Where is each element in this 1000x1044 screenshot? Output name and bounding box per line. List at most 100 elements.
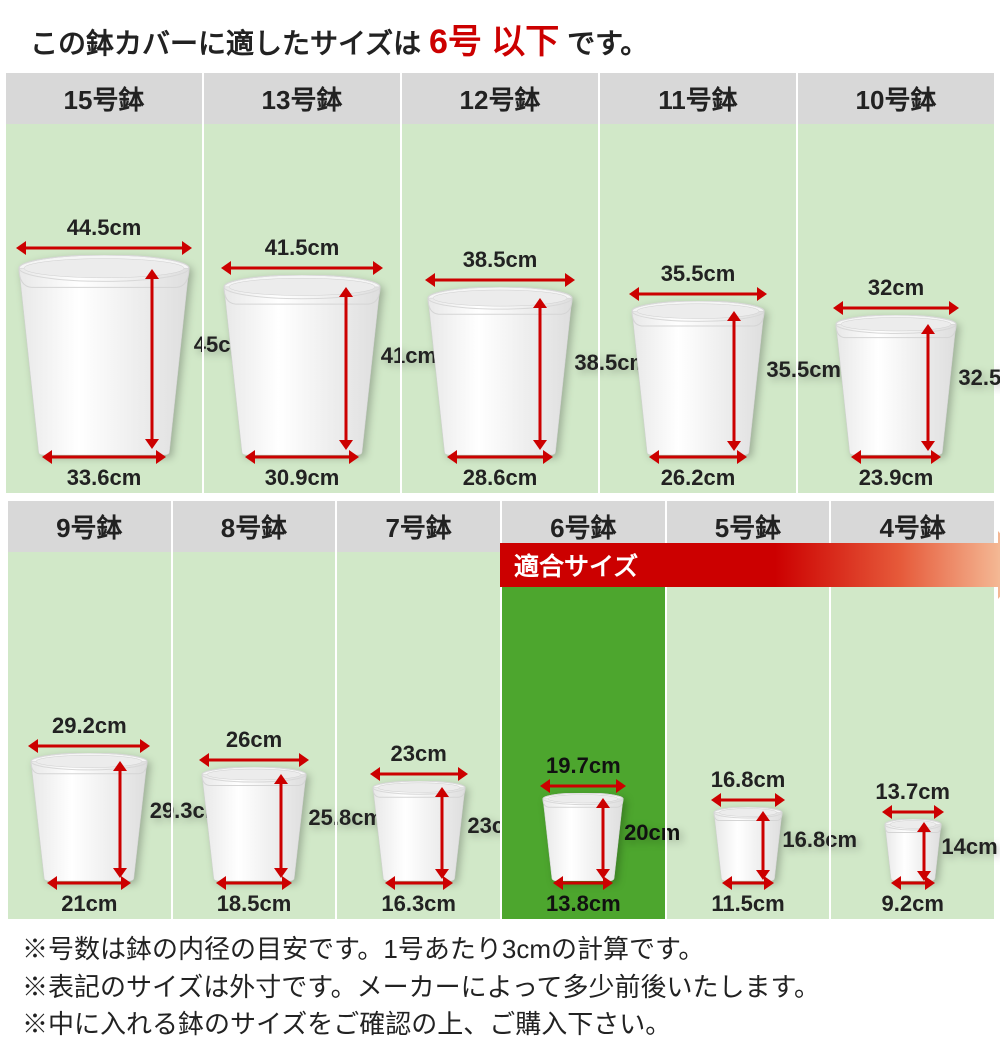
pot-cell: 7号鉢 23cm 23cm 16.3cm (335, 501, 500, 919)
pot-size-label: 9号鉢 (8, 501, 171, 552)
width-arrow-icon (218, 876, 290, 890)
width-arrow-icon (835, 301, 957, 315)
pot-cell-body: 44.5cm 45cm 33.6cm (6, 124, 202, 493)
width-arrow-icon (372, 767, 466, 781)
height-arrow-icon (274, 776, 288, 876)
pot-icon: 35.5cm (631, 301, 765, 455)
pot-size-label: 8号鉢 (173, 501, 336, 552)
top-diameter: 35.5cm (661, 263, 736, 285)
width-arrow-icon (631, 287, 765, 301)
top-diameter: 29.2cm (52, 715, 127, 737)
footer-line: ※表記のサイズは外寸です。メーカーによって多少前後いたします。 (22, 969, 978, 1007)
top-diameter: 41.5cm (265, 237, 340, 259)
pot-cell: 10号鉢32cm 32.5cm23.9cm (796, 73, 994, 493)
pot-size-label: 13号鉢 (204, 73, 400, 124)
height-arrow-icon (113, 763, 127, 876)
pot-icon: 25.8cm (201, 767, 307, 881)
top-diameter: 26cm (226, 729, 282, 751)
height-arrow-icon (435, 789, 449, 877)
chart-row-2: 適合サイズ 9号鉢29.2cm 29.3cm21cm8号鉢26cm 25. (6, 501, 994, 919)
width-arrow-icon (542, 779, 624, 793)
width-arrow-icon (893, 876, 933, 890)
pot-cell: 13号鉢 41.5cm 41cm 30.9cm (202, 73, 400, 493)
pot-cell-body: 38.5cm 38.5cm 28.6cm (402, 124, 598, 493)
height-arrow-icon (533, 300, 547, 448)
bottom-diameter: 33.6cm (67, 465, 142, 491)
pot-icon: 20cm (542, 793, 624, 881)
pot-icon: 23cm (372, 781, 466, 881)
width-arrow-icon (223, 261, 381, 275)
height-arrow-icon (145, 271, 159, 447)
pot-cell: 11号鉢 35.5cm 35.5cm 26.2cm (598, 73, 796, 493)
top-diameter: 16.8cm (711, 769, 786, 791)
header-prefix: この鉢カバーに適したサイズは (30, 28, 429, 59)
pot-cell: 15号鉢 44.5cm 45cm 33.6cm (6, 73, 202, 493)
pot-cell-body: 29.2cm 29.3cm 21cm (8, 552, 171, 919)
pot-size-label: 11号鉢 (600, 73, 796, 124)
pot-cell-body: 19.7cm 20cm 13.8cm (502, 552, 665, 919)
top-diameter: 38.5cm (463, 249, 538, 271)
pot-cell: 8号鉢 26cm 25.8cm 18.5cm (171, 501, 336, 919)
top-diameter: 44.5cm (67, 217, 142, 239)
header-highlight: 6号 以下 (429, 23, 559, 61)
bottom-diameter: 23.9cm (859, 465, 934, 491)
height-arrow-icon (921, 326, 935, 449)
bottom-diameter: 21cm (61, 891, 117, 917)
pot-icon: 45cm (18, 255, 190, 455)
pot-height: 32.5cm (958, 365, 1000, 391)
banner-label: 適合サイズ (514, 547, 638, 583)
bottom-diameter: 9.2cm (882, 891, 944, 917)
width-arrow-icon (853, 450, 939, 464)
pot-icon: 32.5cm (835, 315, 957, 455)
pot-cell-body: 16.8cm 16.8cm 11.5cm (667, 552, 830, 919)
bottom-diameter: 18.5cm (217, 891, 292, 917)
width-arrow-icon (18, 241, 190, 255)
height-arrow-icon (756, 813, 770, 878)
height-arrow-icon (727, 313, 741, 449)
pot-height: 14cm (941, 834, 997, 860)
pot-icon: 16.8cm (713, 807, 783, 881)
pot-cell-body: 41.5cm 41cm 30.9cm (204, 124, 400, 493)
pot-cell-body: 32cm 32.5cm 23.9cm (798, 124, 994, 493)
top-diameter: 32cm (868, 277, 924, 299)
pot-size-label: 12号鉢 (402, 73, 598, 124)
bottom-diameter: 26.2cm (661, 465, 736, 491)
width-arrow-icon (427, 273, 573, 287)
width-arrow-icon (651, 450, 745, 464)
width-arrow-icon (247, 450, 357, 464)
width-arrow-icon (449, 450, 551, 464)
pot-cell-body: 26cm 25.8cm 18.5cm (173, 552, 336, 919)
pot-cell-body: 23cm 23cm 16.3cm (337, 552, 500, 919)
width-arrow-icon (44, 450, 164, 464)
footer-line: ※号数は鉢の内径の目安です。1号あたり3cmの計算です。 (22, 931, 978, 969)
width-arrow-icon (387, 876, 451, 890)
pot-size-label: 7号鉢 (337, 501, 500, 552)
pot-icon: 41cm (223, 275, 381, 455)
bottom-diameter: 11.5cm (711, 891, 784, 917)
pot-size-label: 15号鉢 (6, 73, 202, 124)
height-arrow-icon (917, 824, 931, 879)
pot-icon: 29.3cm (30, 753, 148, 881)
bottom-diameter: 30.9cm (265, 465, 340, 491)
pot-icon: 38.5cm (427, 287, 573, 455)
footer-line: ※中に入れる鉢のサイズをご確認の上、ご購入下さい。 (22, 1006, 978, 1044)
pot-cell-body: 35.5cm 35.5cm 26.2cm (600, 124, 796, 493)
width-arrow-icon (49, 876, 129, 890)
height-arrow-icon (339, 289, 353, 447)
top-diameter: 23cm (391, 743, 447, 765)
width-arrow-icon (30, 739, 148, 753)
width-arrow-icon (555, 876, 611, 890)
chart-row-1: 15号鉢 44.5cm 45cm 33.6cm 13号鉢 41.5cm 41cm 30.9… (6, 73, 994, 493)
header-text: この鉢カバーに適したサイズは 6号 以下 です。 (0, 0, 1000, 73)
bottom-diameter: 28.6cm (463, 465, 538, 491)
bottom-diameter: 13.8cm (546, 891, 621, 917)
top-diameter: 13.7cm (875, 781, 950, 803)
pot-cell: 9号鉢 29.2cm 29.3cm 21cm (6, 501, 171, 919)
width-arrow-icon (884, 805, 942, 819)
width-arrow-icon (201, 753, 307, 767)
compatible-banner: 適合サイズ (500, 543, 1000, 587)
height-arrow-icon (596, 800, 610, 877)
bottom-diameter: 16.3cm (381, 891, 456, 917)
top-diameter: 19.7cm (546, 755, 621, 777)
size-chart: 15号鉢 44.5cm 45cm 33.6cm 13号鉢 41.5cm 41cm 30.9… (6, 73, 994, 919)
